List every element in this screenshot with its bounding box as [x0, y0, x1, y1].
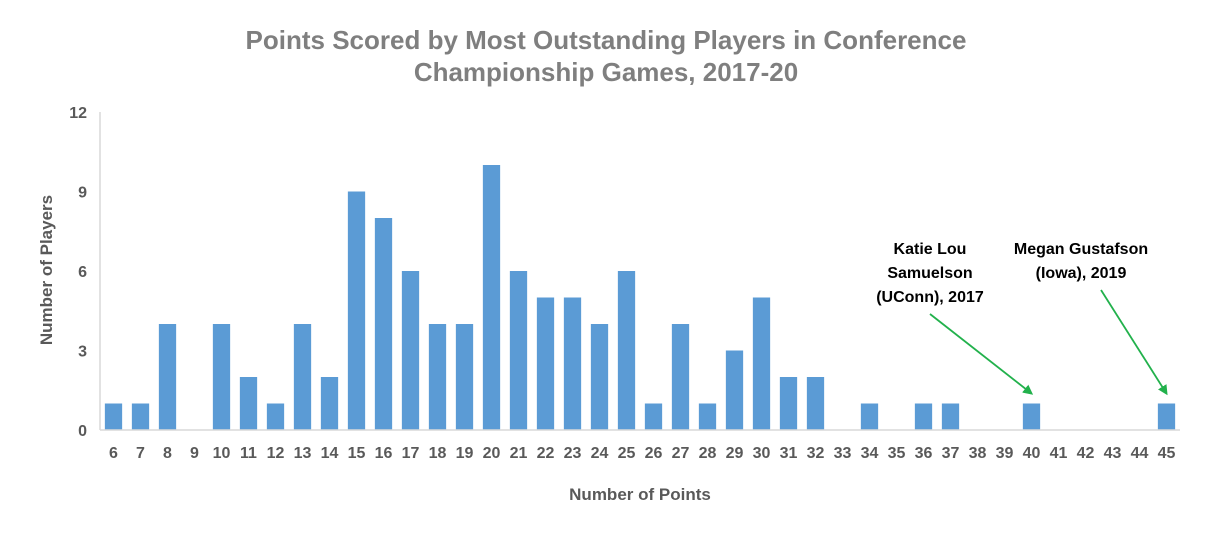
x-tick-label: 9 — [190, 445, 199, 462]
x-tick-label: 12 — [267, 445, 285, 462]
x-axis: 6 7 8 9 10 11 12 13 14 15 16 17 18 19 20 21 22 23 24 25 26 27… — [100, 429, 1180, 462]
bar-45 — [1157, 403, 1176, 430]
chart-title-line-1: Points Scored by Most Outstanding Player… — [246, 25, 967, 55]
x-tick-label: 18 — [429, 445, 447, 462]
x-tick-label: 45 — [1158, 445, 1176, 462]
annotation-text: Katie Lou — [894, 241, 967, 258]
x-tick-label: 8 — [163, 445, 172, 462]
annotation-text: Megan Gustafson — [1014, 241, 1148, 258]
bar-37 — [941, 403, 960, 430]
y-tick-label: 3 — [78, 344, 87, 361]
y-tick-label: 12 — [69, 105, 87, 122]
bar-27 — [671, 324, 690, 430]
annotation-1: Katie Lou Samuelson (UConn), 2017 — [876, 241, 1034, 395]
x-tick-label: 41 — [1050, 445, 1068, 462]
annotation-arrow — [1100, 289, 1168, 396]
bar-11 — [239, 377, 258, 430]
bar-20 — [482, 165, 501, 430]
bar-12 — [266, 403, 285, 430]
x-tick-label: 30 — [753, 445, 771, 462]
bar-18 — [428, 324, 447, 430]
bar-24 — [590, 324, 609, 430]
x-tick-label: 35 — [888, 445, 906, 462]
x-tick-label: 36 — [915, 445, 933, 462]
bar-30 — [752, 297, 771, 430]
bar-21 — [509, 271, 528, 430]
x-axis-label: Number of Points — [569, 485, 711, 504]
chart-title: Points Scored by Most Outstanding Player… — [246, 25, 967, 87]
x-tick-label: 10 — [213, 445, 231, 462]
x-tick-label: 38 — [969, 445, 987, 462]
bar-14 — [320, 377, 339, 430]
bar-17 — [401, 271, 420, 430]
x-tick-label: 16 — [375, 445, 393, 462]
chart-title-line-2: Championship Games, 2017-20 — [414, 57, 798, 87]
x-tick-label: 17 — [402, 445, 420, 462]
x-tick-label: 13 — [294, 445, 312, 462]
bars — [104, 165, 1176, 430]
bar-10 — [212, 324, 231, 430]
x-tick-label: 39 — [996, 445, 1014, 462]
x-tick-label: 27 — [672, 445, 690, 462]
annotation-text: (Iowa), 2019 — [1036, 265, 1127, 282]
x-tick-label: 43 — [1104, 445, 1122, 462]
x-tick-label: 6 — [109, 445, 118, 462]
bar-8 — [158, 324, 177, 430]
bar-13 — [293, 324, 312, 430]
y-axis: 0 3 6 9 12 — [69, 105, 101, 440]
annotations: Katie Lou Samuelson (UConn), 2017 Megan Gus… — [876, 241, 1168, 396]
y-tick-label: 9 — [78, 185, 87, 202]
y-tick-label: 6 — [78, 264, 87, 281]
bar-31 — [779, 377, 798, 430]
bar-6 — [104, 403, 123, 430]
x-tick-label: 28 — [699, 445, 717, 462]
x-tick-label: 25 — [618, 445, 636, 462]
x-tick-label: 7 — [136, 445, 145, 462]
bar-36 — [914, 403, 933, 430]
x-tick-label: 15 — [348, 445, 366, 462]
bar-22 — [536, 297, 555, 430]
x-tick-label: 33 — [834, 445, 852, 462]
bar-25 — [617, 271, 636, 430]
x-tick-label: 22 — [537, 445, 555, 462]
bar-34 — [860, 403, 879, 430]
x-tick-label: 31 — [780, 445, 798, 462]
bar-15 — [347, 191, 366, 430]
annotation-text: Samuelson — [887, 265, 972, 282]
bar-26 — [644, 403, 663, 430]
x-tick-label: 20 — [483, 445, 501, 462]
x-tick-label: 19 — [456, 445, 474, 462]
bar-40 — [1022, 403, 1041, 430]
bar-32 — [806, 377, 825, 430]
bar-29 — [725, 350, 744, 430]
bar-23 — [563, 297, 582, 430]
x-tick-label: 24 — [591, 445, 609, 462]
annotation-text: (UConn), 2017 — [876, 289, 984, 306]
bar-19 — [455, 324, 474, 430]
x-tick-label: 44 — [1131, 445, 1149, 462]
bar-7 — [131, 403, 150, 430]
x-tick-label: 26 — [645, 445, 663, 462]
x-tick-label: 14 — [321, 445, 339, 462]
bar-16 — [374, 218, 393, 430]
x-tick-label: 32 — [807, 445, 825, 462]
x-tick-label: 34 — [861, 445, 879, 462]
y-axis-label: Number of Players — [37, 195, 56, 345]
x-tick-label: 42 — [1077, 445, 1095, 462]
y-tick-label: 0 — [78, 423, 87, 440]
x-tick-label: 29 — [726, 445, 744, 462]
bar-28 — [698, 403, 717, 430]
x-tick-label: 37 — [942, 445, 960, 462]
x-tick-label: 21 — [510, 445, 528, 462]
x-tick-label: 11 — [240, 445, 257, 462]
annotation-2: Megan Gustafson (Iowa), 2019 — [1014, 241, 1168, 396]
x-tick-label: 23 — [564, 445, 582, 462]
x-tick-label: 40 — [1023, 445, 1041, 462]
annotation-arrow — [929, 313, 1034, 395]
